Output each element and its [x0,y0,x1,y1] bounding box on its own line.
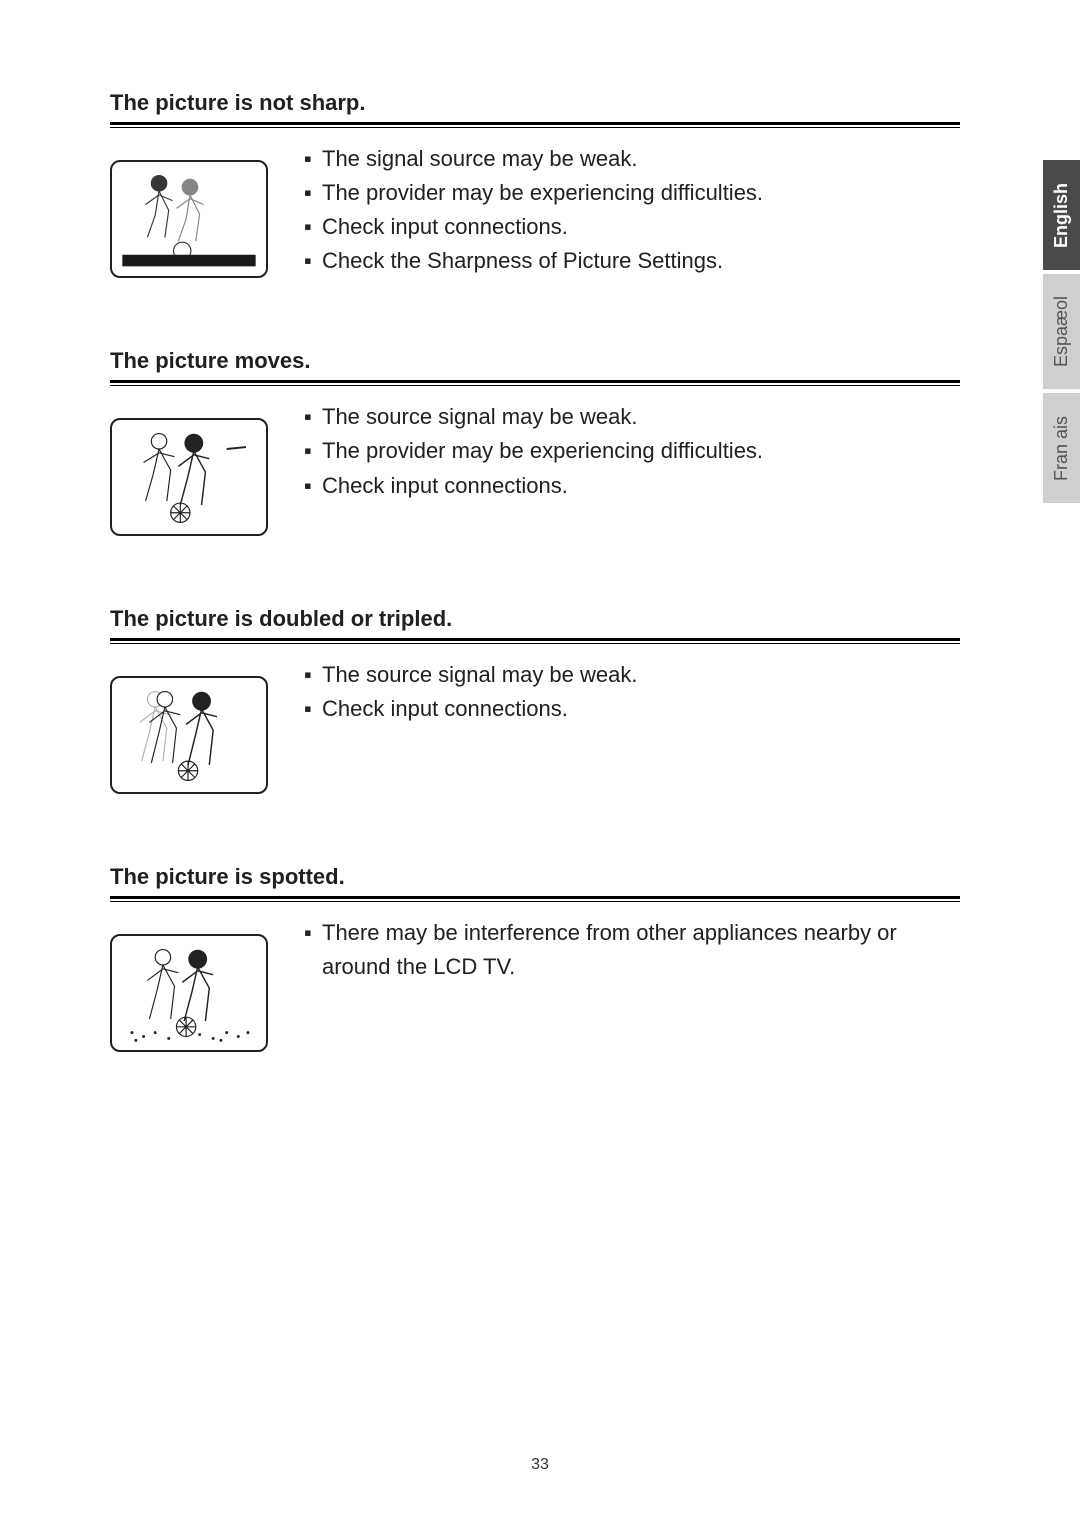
section-title: The picture is not sharp. [110,90,960,122]
language-tab-espanol[interactable]: Espaæol [1043,274,1080,389]
page: The picture is not sharp. [0,0,1080,1529]
bullet-text: The signal source may be weak. [322,142,763,176]
bullet-dot: ▪ [304,244,322,278]
bullet-text: The provider may be experiencing difficu… [322,176,763,210]
page-number: 33 [0,1456,1080,1474]
bullet-dot: ▪ [304,434,322,468]
bullet-dot: ▪ [304,400,322,434]
bullet-list: ▪The source signal may be weak. ▪The pro… [304,398,763,502]
section-title: The picture is spotted. [110,864,960,896]
section-title: The picture moves. [110,348,960,380]
bullet-text: Check input connections. [322,210,763,244]
language-tab-english[interactable]: English [1043,160,1080,270]
section-moves: The picture moves. [110,348,960,536]
illustration-soccer-motion [110,418,268,536]
illustration-soccer-ghost [110,676,268,794]
bullet-text: There may be interference from other app… [322,916,960,984]
bullet-list: ▪The signal source may be weak. ▪The pro… [304,140,763,278]
bullet-dot: ▪ [304,658,322,692]
illustration-soccer-blurry [110,160,268,278]
bullet-dot: ▪ [304,142,322,176]
divider-thick [110,638,960,641]
divider-thin [110,127,960,128]
section-title: The picture is doubled or tripled. [110,606,960,638]
language-tabs: English Espaæol Fran ais [1043,160,1080,507]
divider-thin [110,643,960,644]
divider-thin [110,901,960,902]
bullet-list: ▪There may be interference from other ap… [304,914,960,984]
divider-thin [110,385,960,386]
bullet-dot: ▪ [304,692,322,726]
section-doubled: The picture is doubled or tripled. [110,606,960,794]
bullet-dot: ▪ [304,469,322,503]
section-not-sharp: The picture is not sharp. [110,90,960,278]
soccer-blurry-icon [112,162,266,276]
soccer-ghost-icon [112,678,266,792]
bullet-dot: ▪ [304,916,322,950]
soccer-motion-icon [112,420,266,534]
section-spotted: The picture is spotted. [110,864,960,1052]
illustration-soccer-spots [110,934,268,1052]
bullet-text: Check input connections. [322,692,638,726]
bullet-dot: ▪ [304,176,322,210]
bullet-text: The provider may be experiencing difficu… [322,434,763,468]
divider-thick [110,896,960,899]
bullet-text: Check the Sharpness of Picture Settings. [322,244,763,278]
bullet-dot: ▪ [304,210,322,244]
language-tab-francais[interactable]: Fran ais [1043,393,1080,503]
bullet-text: The source signal may be weak. [322,658,638,692]
bullet-text: The source signal may be weak. [322,400,763,434]
soccer-spots-icon [112,936,266,1050]
bullet-list: ▪The source signal may be weak. ▪Check i… [304,656,638,726]
divider-thick [110,380,960,383]
divider-thick [110,122,960,125]
bullet-text: Check input connections. [322,469,763,503]
